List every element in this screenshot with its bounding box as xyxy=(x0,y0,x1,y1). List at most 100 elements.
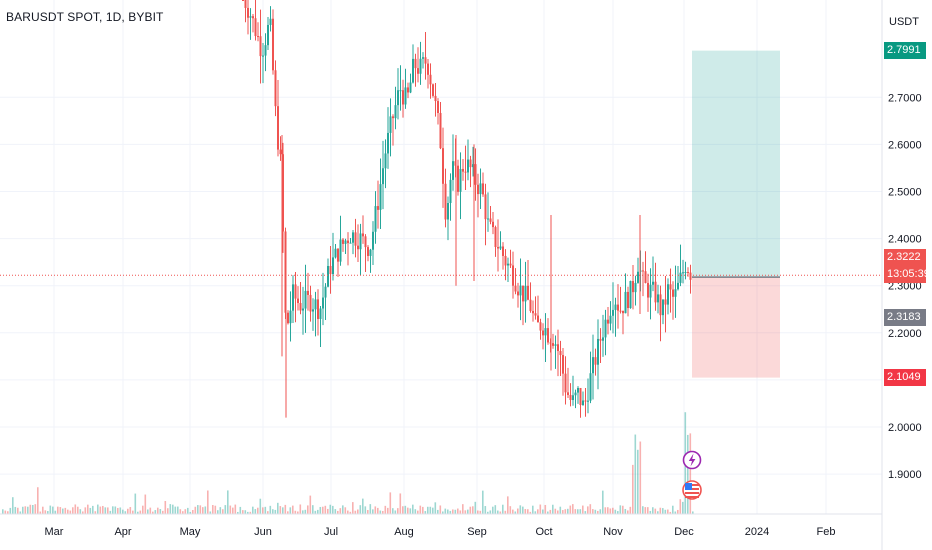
bar-countdown: 13:05:39 xyxy=(887,267,930,280)
candlestick-series xyxy=(242,0,692,418)
candle-body xyxy=(359,233,362,250)
volume-bar xyxy=(564,509,567,514)
volume-bar xyxy=(587,506,589,514)
candle-body xyxy=(677,282,679,290)
candle-body xyxy=(527,285,529,300)
candle-body xyxy=(462,168,464,172)
candle-body xyxy=(272,18,274,71)
volume-bar xyxy=(152,511,154,514)
candle-body xyxy=(349,242,352,244)
volume-bar xyxy=(482,490,484,514)
candle-body xyxy=(284,231,287,313)
volume-bar xyxy=(544,504,547,514)
candle-body xyxy=(347,240,349,244)
volume-bar xyxy=(224,505,227,514)
candle-body xyxy=(377,206,379,210)
long-position-tool[interactable] xyxy=(692,50,780,378)
price-tick-label: 2.3000 xyxy=(888,281,922,293)
currency-button[interactable]: USDT xyxy=(889,16,919,28)
candle-body xyxy=(547,328,549,343)
candle-body xyxy=(559,351,562,356)
volume-bar xyxy=(37,487,39,514)
volume-bar xyxy=(157,507,159,514)
candle-body xyxy=(247,7,249,18)
volume-bar xyxy=(244,510,247,514)
volume-bar xyxy=(272,509,274,514)
volume-bar xyxy=(177,506,179,514)
volume-bar xyxy=(184,509,187,514)
candle-body xyxy=(312,309,314,312)
volume-bar xyxy=(197,505,199,514)
volume-bar xyxy=(14,506,17,514)
volume-bar xyxy=(562,510,564,514)
volume-bar xyxy=(299,504,302,514)
candle-body xyxy=(304,290,307,309)
candle-body xyxy=(537,315,539,323)
volume-bar xyxy=(384,505,387,514)
volume-bar xyxy=(314,510,317,514)
candle-body xyxy=(479,183,482,195)
volume-bar xyxy=(374,506,377,514)
volume-bar xyxy=(187,507,189,514)
volume-bar xyxy=(144,494,147,514)
candle-body xyxy=(379,184,382,210)
volume-bar xyxy=(319,506,322,514)
volume-bar xyxy=(219,507,222,514)
price-tick-label: 2.5000 xyxy=(888,187,922,199)
volume-bar xyxy=(269,505,272,514)
candle-body xyxy=(442,148,444,184)
volume-bar xyxy=(427,506,429,514)
candle-body xyxy=(497,246,499,249)
candle-body xyxy=(669,284,672,290)
volume-bar xyxy=(607,507,609,514)
symbol-title: BARUSDT SPOT, 1D, BYBIT xyxy=(6,10,164,24)
flash-event-icon[interactable] xyxy=(682,450,702,470)
volume-bar xyxy=(104,507,107,514)
volume-bar xyxy=(329,504,332,514)
volume-bar xyxy=(639,441,642,514)
volume-bar xyxy=(657,511,659,514)
candle-body xyxy=(492,221,494,228)
volume-bar xyxy=(619,505,622,514)
volume-bar xyxy=(154,510,157,514)
candle-body xyxy=(542,330,544,336)
candle-body xyxy=(654,281,657,303)
volume-bar xyxy=(369,504,372,514)
volume-bar xyxy=(617,511,619,514)
volume-bar xyxy=(82,511,84,514)
volume-bar xyxy=(89,507,92,514)
volume-bar xyxy=(389,492,392,514)
volume-bar xyxy=(189,511,192,514)
candle-body xyxy=(444,183,447,220)
candle-body xyxy=(354,232,357,246)
volume-bar xyxy=(542,509,544,514)
volume-bar xyxy=(367,510,369,514)
volume-bar xyxy=(599,509,602,514)
candle-body xyxy=(369,249,372,256)
volume-bar xyxy=(549,509,552,514)
volume-bar xyxy=(252,506,254,514)
volume-bar xyxy=(527,509,529,514)
volume-bar xyxy=(392,508,394,514)
candle-body xyxy=(664,299,667,305)
volume-bar xyxy=(259,498,262,514)
candle-body xyxy=(649,284,652,298)
volume-bar xyxy=(414,509,417,514)
candle-body xyxy=(579,387,582,406)
volume-bar xyxy=(484,506,487,514)
volume-bar xyxy=(279,506,282,514)
volume-bar xyxy=(462,504,464,514)
us-flag-event-icon[interactable] xyxy=(682,480,702,500)
volume-bar xyxy=(229,505,232,514)
volume-bar xyxy=(192,510,194,514)
candle-body xyxy=(482,183,484,195)
volume-bar xyxy=(672,505,674,514)
volume-bar xyxy=(342,505,344,514)
volume-bar xyxy=(29,504,32,514)
volume-bar xyxy=(409,508,412,514)
volume-bar xyxy=(167,508,169,514)
candle-body xyxy=(582,400,584,406)
volume-bar xyxy=(347,510,349,514)
volume-bar xyxy=(362,498,364,514)
